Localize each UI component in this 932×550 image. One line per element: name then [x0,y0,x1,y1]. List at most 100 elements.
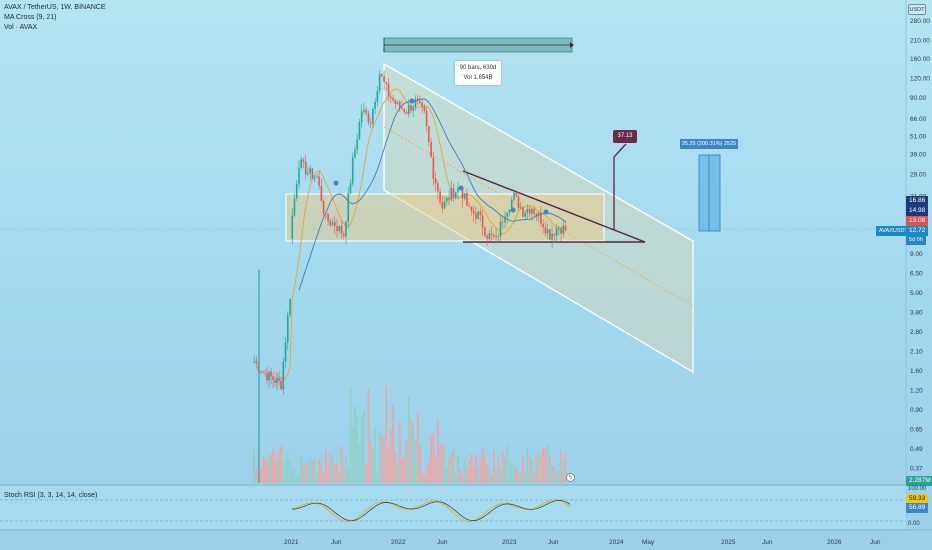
candle-body [419,100,421,103]
volume-badge: 2.287M [906,476,932,486]
volume-bar [434,456,437,483]
candle-body [423,106,426,111]
volume-bar [342,465,345,483]
channel-midline [383,126,694,307]
chart-title: AVAX / TetherUS, 1W, BINANCE [4,4,106,11]
candle-body [517,196,520,209]
volume-bar [479,457,482,483]
volume-bar [293,468,296,483]
volume-bar [356,416,358,483]
candle-body [540,212,542,224]
volume-bar [428,461,430,483]
volume-bar [280,445,282,483]
candle-body [381,74,383,77]
volume-bar [470,453,473,483]
candle-body [506,212,509,217]
candle-body [320,185,323,201]
y-tick-label: 160.00 [910,56,930,63]
candle-body [322,200,325,213]
volume-bar [504,457,506,483]
volume-bar [463,458,466,483]
x-tick-label: Jun [870,539,881,546]
candle-body [365,109,367,114]
y-tick-label: 6.50 [910,271,923,278]
candle-body [457,187,459,193]
candle-body [407,105,410,114]
candle-body [316,176,318,178]
volume-bar [528,456,531,483]
volume-bar [394,452,397,483]
lightning-icon[interactable]: ϟ [566,473,575,482]
volume-bar [450,453,453,483]
price-badge-1: 16.86 [906,196,929,206]
volume-bar [430,434,432,483]
volume-bar [432,433,435,483]
volume-bar [274,453,276,483]
candle-body [428,126,430,143]
volume-bar [522,457,524,483]
volume-bar [495,468,497,483]
volume-bar [401,458,403,483]
candle-body [309,168,311,174]
volume-bar [425,465,428,483]
volume-bar [351,425,354,483]
candle-body [479,211,482,216]
volume-bar [272,448,274,483]
candle-body [284,342,287,362]
candle-body [398,101,401,108]
currency-label[interactable]: USDT [908,4,926,15]
y-tick-label: 280.00 [910,18,930,25]
x-tick-label: 2026 [827,539,842,546]
volume-bar [416,413,419,483]
volume-bar [298,473,300,483]
candle-body [383,76,385,82]
volume-bar [419,445,421,483]
candle-body [481,215,484,228]
volume-bar [309,457,311,483]
volume-bar [457,455,459,483]
volume-bar [466,467,468,483]
volume-bar [329,453,332,483]
volume-bar [490,474,493,483]
projection-bar[interactable] [698,154,721,232]
y-tick-label: 0.65 [910,427,923,434]
volume-bar [260,469,262,483]
candle-body [340,226,343,234]
candle-body [526,209,529,213]
volume-bar [291,470,294,483]
volume-bar [437,419,439,483]
candle-body [300,159,302,168]
ma-fast-line [272,88,566,380]
candle-body [450,188,453,200]
candle-body [470,206,473,211]
triangle-upper-line[interactable] [462,170,646,243]
volume-bar [325,449,327,483]
candle-body [524,212,526,217]
candle-body [325,212,327,214]
candle-body [276,378,278,383]
candle-body [392,98,394,101]
rsi-label[interactable]: Stoch RSI (3, 3, 14, 14, close) [4,492,98,499]
candle-body [414,98,417,107]
volume-bar [345,456,347,483]
candle-body [535,213,538,216]
volume-bar [270,454,272,483]
volume-bar [506,445,509,483]
volume-bar [253,447,255,483]
candle-body [551,233,553,240]
volume-bar [526,446,529,483]
volume-bar [546,445,549,483]
price-badge-2: 14.98 [906,206,929,216]
volume-bar [524,472,526,483]
x-tick-label: Jun [762,539,773,546]
indicator-vol-label[interactable]: Vol · AVAX [4,24,38,31]
volume-bar [268,455,270,483]
volume-bar [374,427,376,483]
y-tick-label: 39.00 [910,152,927,159]
range-info-box: 90 bars, 630d Vol 1.654B [455,61,501,85]
candle-body [484,227,486,236]
indicator-ma-label[interactable]: MA Cross (9, 21) [4,14,57,21]
x-tick-label: 2022 [391,539,406,546]
volume-bar [412,424,414,483]
candle-body [342,233,345,237]
